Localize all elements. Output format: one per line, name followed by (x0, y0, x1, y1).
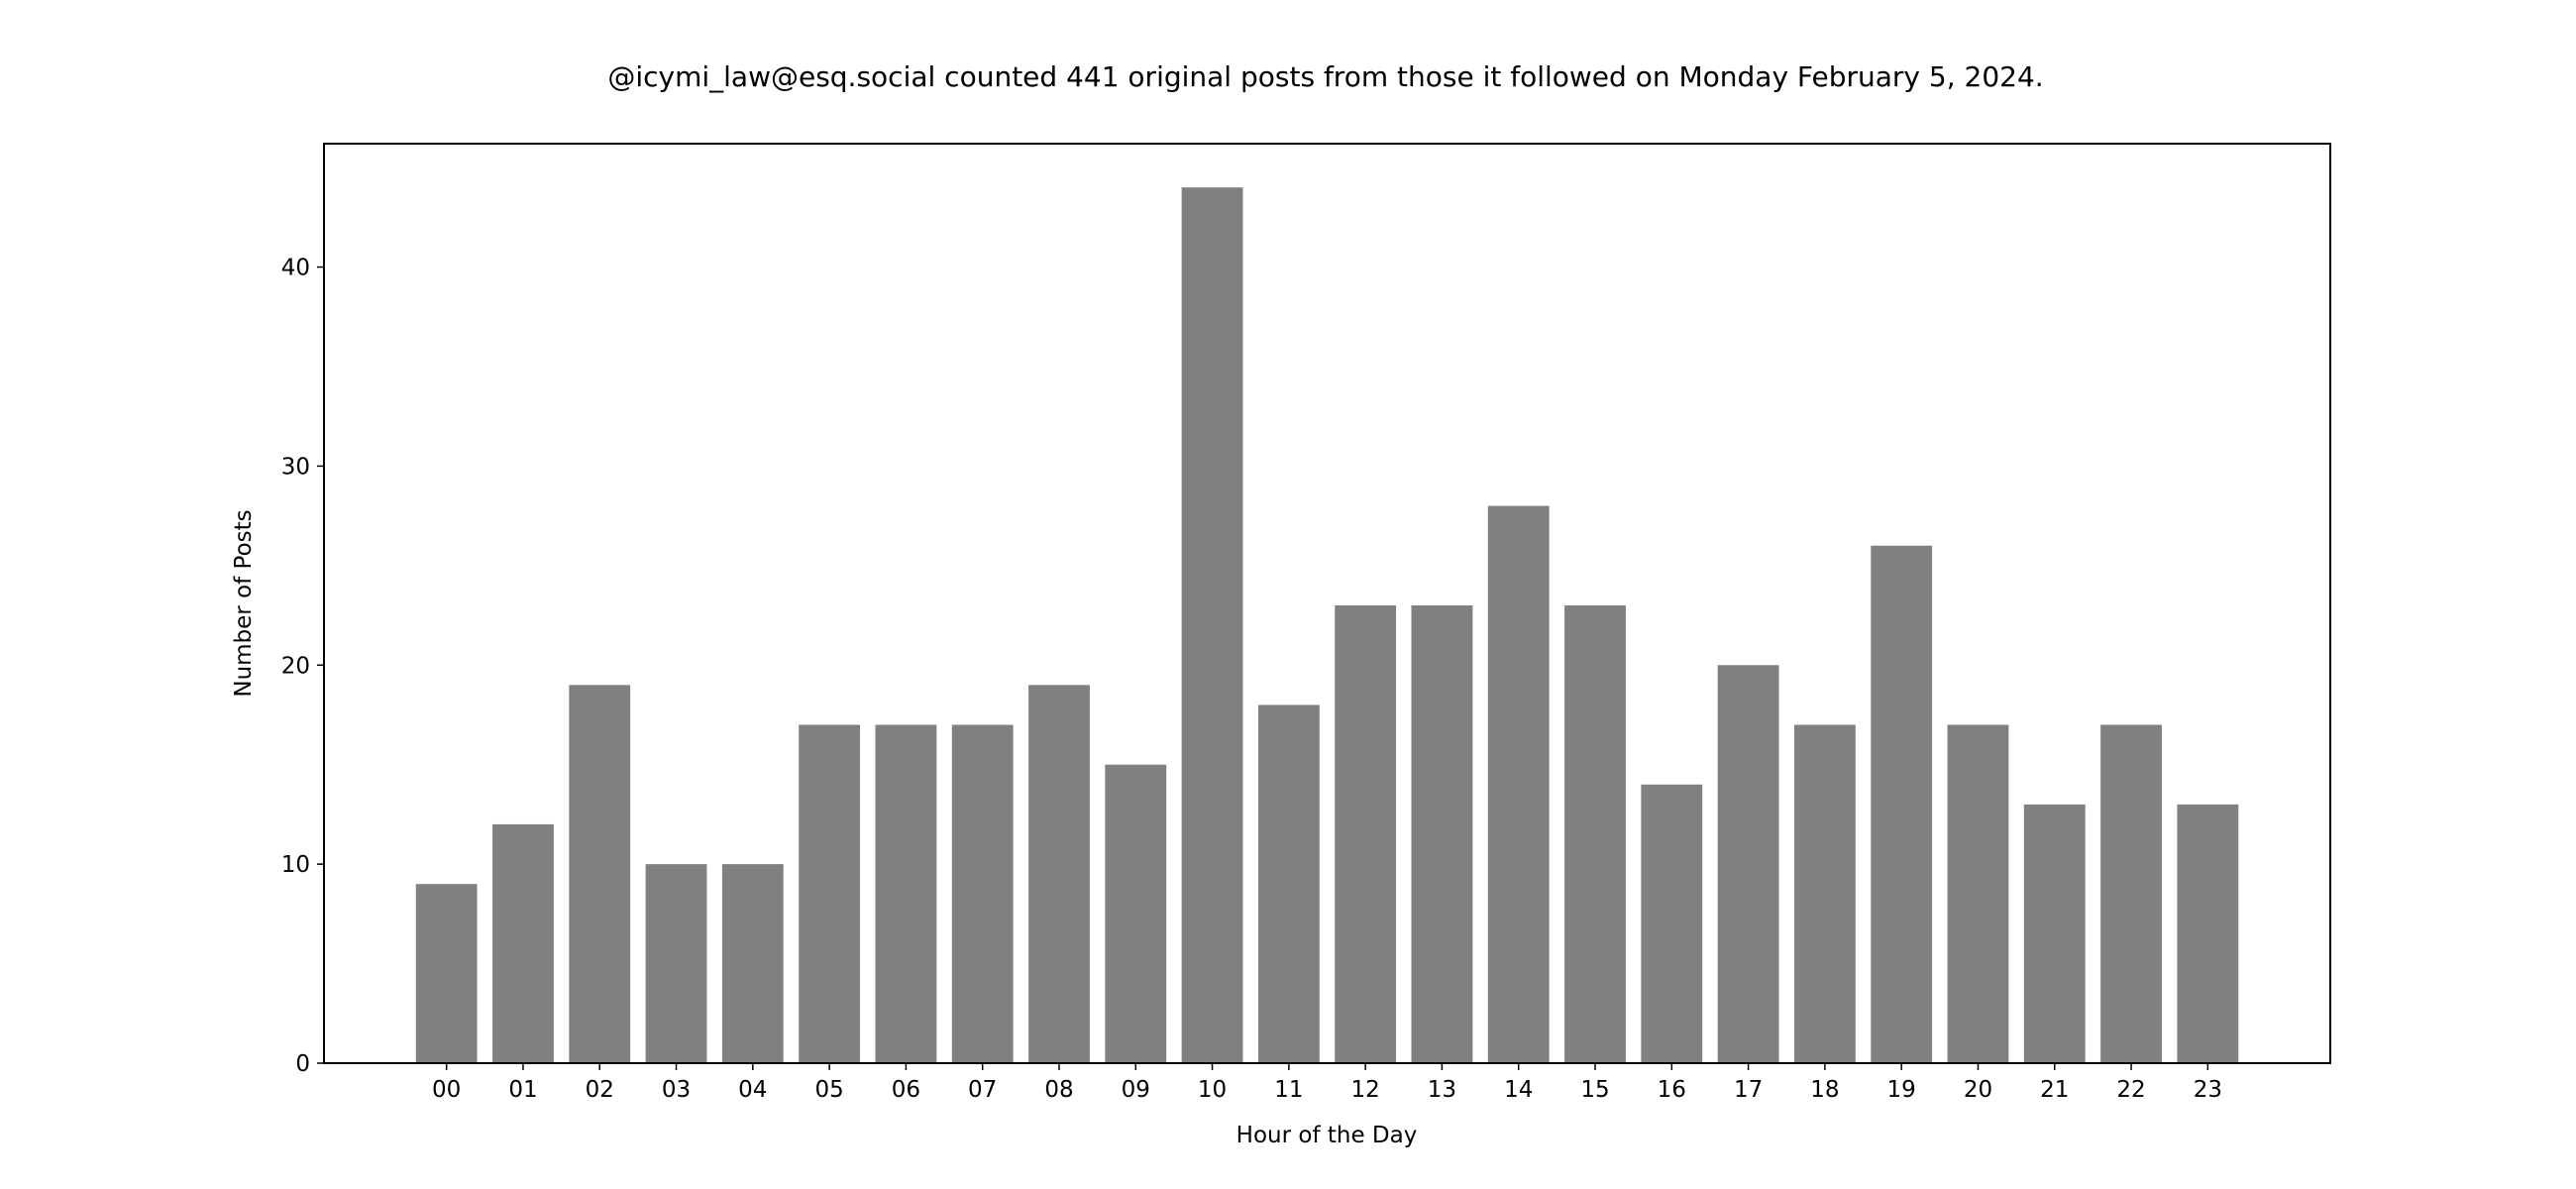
y-axis-label: Number of Posts (231, 509, 257, 697)
x-tick-label: 17 (1734, 1077, 1763, 1103)
bar-00 (415, 884, 478, 1063)
x-tick-label: 09 (1122, 1077, 1150, 1103)
x-tick-label: 03 (662, 1077, 691, 1103)
x-tick-label: 08 (1044, 1077, 1073, 1103)
x-tick-label: 02 (586, 1077, 614, 1103)
bar-09 (1105, 764, 1167, 1063)
bar-12 (1335, 605, 1397, 1063)
y-tick-label: 40 (281, 256, 310, 281)
x-axis-label: Hour of the Day (1236, 1123, 1418, 1148)
bar-13 (1411, 605, 1473, 1063)
bar-02 (569, 685, 631, 1063)
bar-10 (1181, 187, 1243, 1063)
y-tick-label: 10 (281, 852, 310, 878)
x-tick-label: 13 (1428, 1077, 1456, 1103)
x-axis: 00 01 02 03 04 05 06 07 08 09 10 11 12 13 14 15 16 17 18 19… (432, 1063, 2222, 1103)
bar-06 (875, 724, 937, 1063)
bar-15 (1564, 605, 1626, 1063)
bar-17 (1717, 665, 1779, 1063)
bar-08 (1028, 685, 1090, 1063)
x-tick-label: 07 (968, 1077, 997, 1103)
bar-14 (1487, 505, 1550, 1063)
x-tick-label: 20 (1964, 1077, 1992, 1103)
bar-11 (1257, 704, 1320, 1063)
x-tick-label: 06 (892, 1077, 920, 1103)
x-tick-label: 14 (1504, 1077, 1533, 1103)
bar-23 (2177, 804, 2239, 1063)
bar-22 (2100, 724, 2162, 1063)
bar-19 (1871, 545, 1933, 1063)
bar-05 (799, 724, 861, 1063)
x-tick-label: 23 (2194, 1077, 2222, 1103)
x-tick-label: 15 (1580, 1077, 1609, 1103)
x-tick-label: 18 (1810, 1077, 1839, 1103)
x-tick-label: 19 (1887, 1077, 1916, 1103)
x-tick-label: 12 (1351, 1077, 1380, 1103)
plot-frame (323, 143, 2331, 1064)
x-tick-label: 10 (1198, 1077, 1227, 1103)
bar-07 (951, 724, 1014, 1063)
bar-16 (1641, 784, 1703, 1063)
y-tick-label: 30 (281, 454, 310, 480)
x-tick-label: 01 (508, 1077, 537, 1103)
bar-20 (1947, 724, 2009, 1063)
x-tick-label: 00 (432, 1077, 461, 1103)
x-tick-label: 04 (738, 1077, 767, 1103)
bar-18 (1793, 724, 1856, 1063)
bar-03 (645, 864, 707, 1063)
y-tick-label: 20 (281, 653, 310, 679)
x-tick-label: 11 (1274, 1077, 1303, 1103)
bars-group (415, 187, 2239, 1063)
x-tick-label: 21 (2040, 1077, 2069, 1103)
y-tick-label: 0 (295, 1051, 310, 1077)
bar-01 (492, 823, 554, 1063)
y-axis: 0 10 20 30 40 (281, 256, 324, 1077)
x-tick-label: 22 (2116, 1077, 2145, 1103)
bar-21 (2023, 804, 2086, 1063)
chart-title: @icymi_law@esq.social counted 441 origin… (607, 60, 2043, 93)
bar-04 (721, 864, 784, 1063)
x-tick-label: 05 (814, 1077, 843, 1103)
x-tick-label: 16 (1658, 1077, 1686, 1103)
